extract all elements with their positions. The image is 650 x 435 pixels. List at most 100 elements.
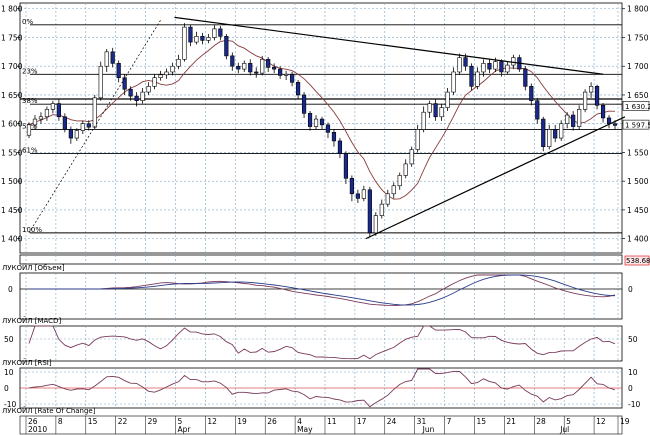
x-day-label: 8 bbox=[58, 417, 63, 426]
candle-up bbox=[146, 86, 151, 93]
x-month-label: May bbox=[297, 425, 313, 434]
candle-down bbox=[541, 118, 546, 147]
x-month-label: Jul bbox=[559, 425, 569, 434]
fib-level-label: 61% bbox=[22, 147, 38, 155]
roc-tick-left: -10 bbox=[4, 400, 16, 409]
candle-up bbox=[32, 118, 38, 126]
candle-down bbox=[266, 59, 271, 68]
candle-down bbox=[116, 63, 121, 79]
candle-down bbox=[295, 82, 301, 96]
candle-down bbox=[553, 129, 558, 139]
y-tick-label-right: 1 450 bbox=[627, 206, 649, 215]
candle-down bbox=[535, 100, 540, 120]
candle-up bbox=[451, 71, 456, 93]
candle-up bbox=[511, 57, 516, 66]
candle-down bbox=[487, 63, 492, 70]
candle-down bbox=[343, 153, 349, 179]
candle-up bbox=[361, 189, 366, 199]
roc-tick-right: -10 bbox=[628, 400, 640, 409]
candle-up bbox=[176, 59, 181, 67]
downtrend-line bbox=[174, 16, 604, 75]
candle-up bbox=[583, 91, 588, 110]
roc-tick-left: 0 bbox=[4, 384, 9, 393]
x-day-label: 7 bbox=[447, 417, 452, 426]
candle-down bbox=[606, 117, 612, 124]
y-tick-label-left: 1 750 bbox=[1, 33, 23, 42]
y-tick-label-left: 1 800 bbox=[1, 5, 23, 14]
y-tick-label-left: 1 450 bbox=[1, 206, 23, 215]
candle-down bbox=[62, 116, 67, 130]
candle-up bbox=[385, 193, 390, 205]
candle-up bbox=[242, 63, 247, 70]
indicator-label-macd: ЛУКОЙЛ [MACD] bbox=[2, 316, 61, 325]
fib-level-label: 100% bbox=[22, 226, 42, 234]
indicator-label-rsi: ЛУКОЙЛ [RSI] bbox=[2, 358, 52, 367]
candle-up bbox=[182, 26, 187, 60]
x-month-label: Jun bbox=[422, 425, 435, 434]
candle-down bbox=[200, 36, 205, 41]
candle-down bbox=[236, 65, 241, 70]
x-day-label: 26 bbox=[28, 417, 38, 426]
candle-down bbox=[529, 86, 534, 102]
candle-up bbox=[475, 71, 480, 87]
macd-tick-right: 0 bbox=[628, 285, 633, 294]
y-tick-label-right: 1 800 bbox=[627, 5, 649, 14]
candle-up bbox=[493, 61, 498, 70]
candle-down bbox=[433, 103, 438, 118]
candle-up bbox=[391, 185, 396, 195]
price-frame bbox=[19, 2, 623, 254]
x-day-label: 28 bbox=[536, 417, 546, 426]
x-month-label: Apr bbox=[177, 425, 191, 434]
fib-level-label: 0% bbox=[22, 18, 33, 26]
candle-down bbox=[307, 113, 313, 127]
x-day-label: 15 bbox=[476, 417, 486, 426]
candle-down bbox=[523, 68, 528, 87]
x-day-label: 29 bbox=[148, 417, 158, 426]
x-day-label: 5 bbox=[177, 417, 182, 426]
fib-anchor-line bbox=[28, 20, 161, 234]
candle-up bbox=[170, 65, 175, 73]
y-tick-label-left: 1 500 bbox=[1, 177, 23, 186]
candle-up bbox=[445, 91, 450, 108]
x-day-label: 15 bbox=[88, 417, 98, 426]
candle-down bbox=[230, 55, 235, 67]
indicator-label-volume: ЛУКОЙЛ [Объем] bbox=[2, 263, 65, 272]
macd-signal-line bbox=[29, 274, 616, 306]
candle-up bbox=[158, 74, 163, 79]
candle-down bbox=[290, 73, 295, 83]
candle-down bbox=[612, 123, 618, 126]
rsi-line bbox=[28, 325, 616, 360]
ma-value-tag-box bbox=[622, 101, 650, 111]
candle-down bbox=[188, 26, 193, 43]
ma-value-tag: 1 630.2 bbox=[625, 103, 650, 111]
candle-down bbox=[224, 36, 229, 57]
candle-down bbox=[337, 140, 343, 154]
candle-down bbox=[594, 86, 600, 106]
candle-down bbox=[278, 68, 283, 76]
price-panel: 1 800 1 800 1 750 1 750 1 700 1 700 1 650 1 650… bbox=[1, 5, 650, 244]
indicator-panels: ЛУКОЙЛ [Объем] 538.68 0 0 ЛУКОЙЛ [MACD] 50 50 Л… bbox=[2, 255, 650, 415]
rsi-frame bbox=[19, 325, 623, 362]
roc-tick-right: 0 bbox=[628, 384, 633, 393]
y-tick-label-right: 1 400 bbox=[627, 235, 649, 244]
candle-up bbox=[206, 37, 211, 41]
candle-up bbox=[38, 116, 44, 120]
fib-level-label: 38% bbox=[22, 97, 38, 105]
y-tick-label-left: 1 600 bbox=[1, 120, 23, 129]
candle-up bbox=[313, 118, 319, 127]
candle-up bbox=[565, 114, 570, 124]
candle-down bbox=[86, 123, 91, 128]
candle-up bbox=[194, 36, 199, 43]
y-tick-label-left: 1 400 bbox=[1, 235, 23, 244]
candle-up bbox=[80, 123, 85, 131]
y-tick-label-left: 1 650 bbox=[1, 91, 23, 100]
x-day-label: 19 bbox=[620, 417, 630, 426]
candle-up bbox=[403, 163, 408, 176]
macd-tick-left: 0 bbox=[8, 285, 13, 294]
candle-down bbox=[128, 88, 133, 97]
y-tick-label-left: 1 550 bbox=[1, 148, 23, 157]
candle-up bbox=[152, 77, 157, 87]
candle-down bbox=[349, 177, 354, 195]
candle-down bbox=[68, 129, 73, 139]
uptrend-line bbox=[365, 116, 626, 240]
